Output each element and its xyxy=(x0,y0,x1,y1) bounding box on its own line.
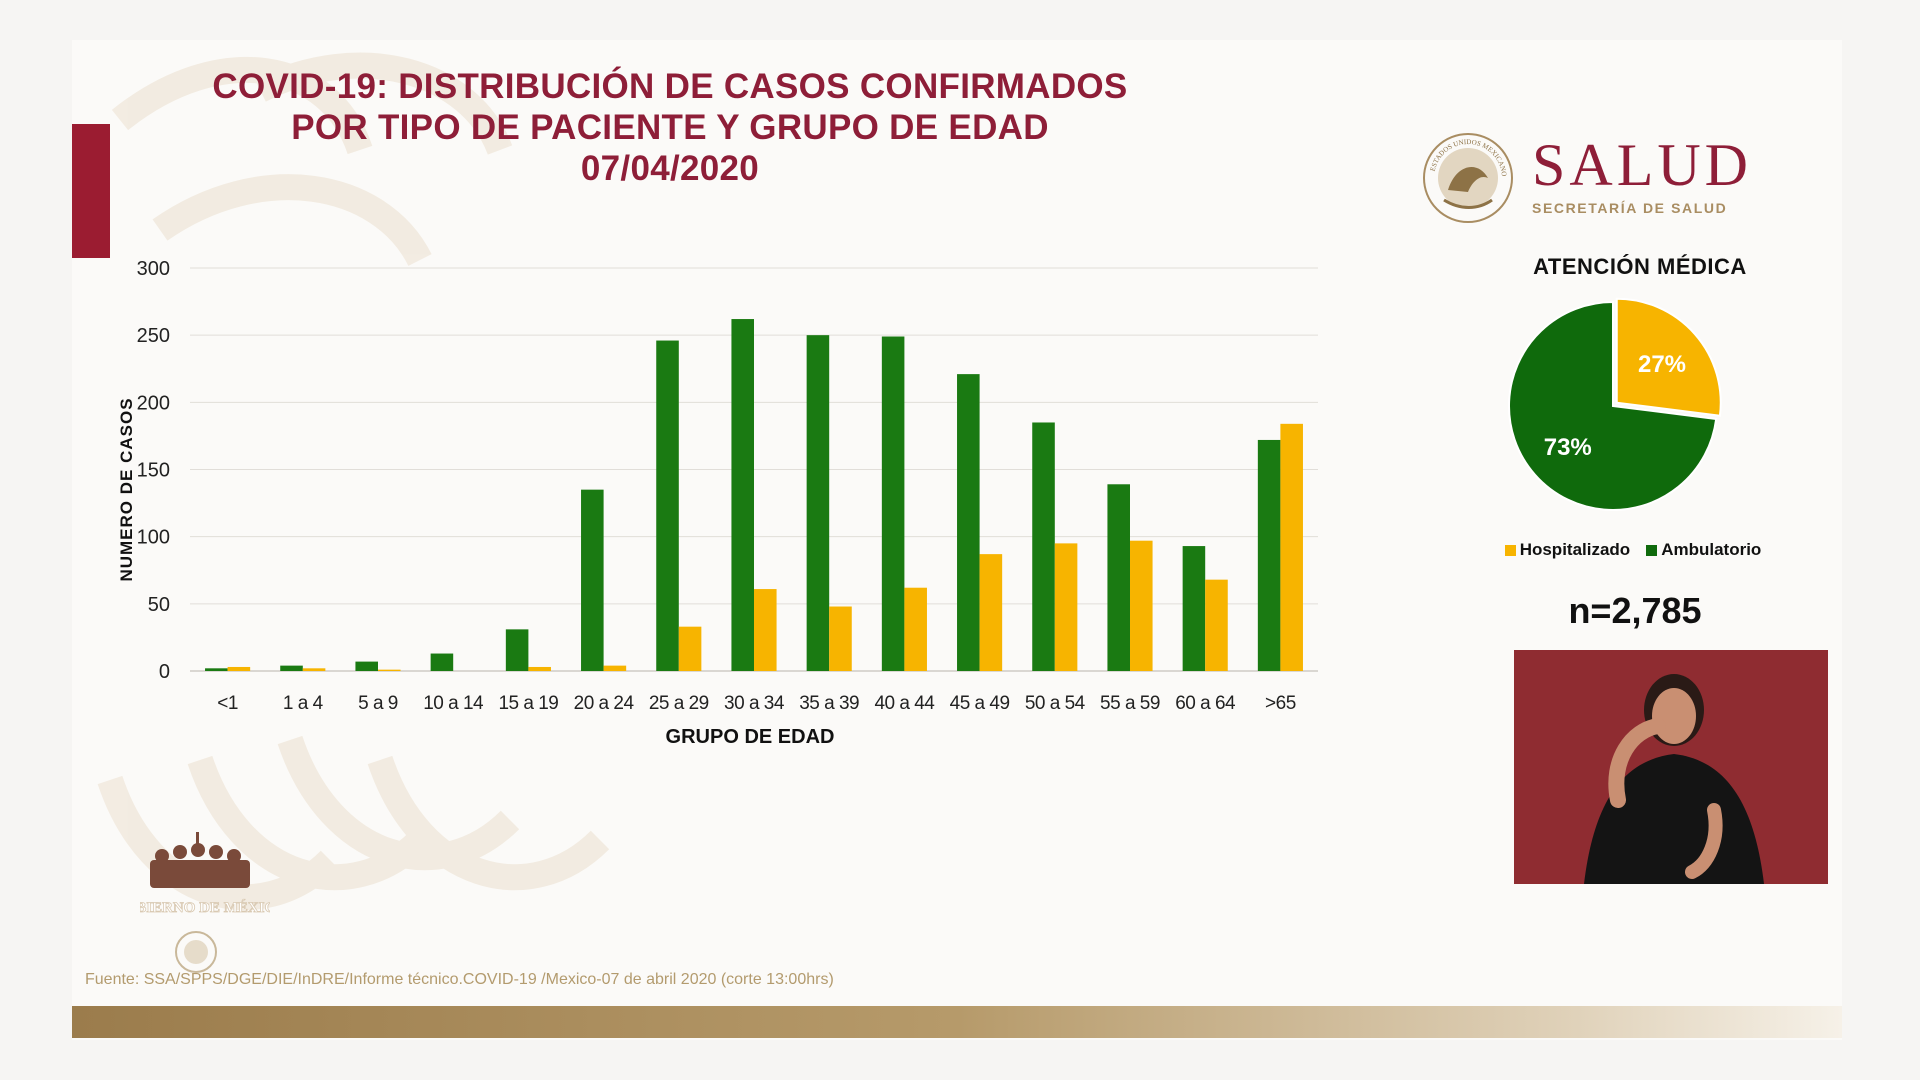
x-tick-label: 35 a 39 xyxy=(799,693,859,714)
x-tick-label: 10 a 14 xyxy=(423,693,484,714)
pie-slice-hospitalizado xyxy=(1615,297,1722,417)
legend-swatch-ambulatorio xyxy=(1646,544,1658,556)
bar-ambulatorio-5 xyxy=(581,489,604,671)
bar-ambulatorio-13 xyxy=(1182,546,1206,671)
bar-hospitalizado-1 xyxy=(302,668,326,671)
bar-hospitalizado-7 xyxy=(754,589,777,671)
bar-hospitalizado-4 xyxy=(528,666,551,671)
x-tick-label: 25 a 29 xyxy=(649,693,709,714)
bar-ambulatorio-14 xyxy=(1257,439,1281,671)
y-tick-label: 50 xyxy=(148,594,170,616)
x-tick-label: 30 a 34 xyxy=(724,693,785,714)
x-tick-label: 40 a 44 xyxy=(874,693,935,714)
sign-language-video xyxy=(1514,650,1828,884)
y-axis-title: NUMERO DE CASOS xyxy=(117,397,136,581)
bar-hospitalizado-2 xyxy=(378,669,401,671)
pie-title: ATENCIÓN MÉDICA xyxy=(1533,254,1747,279)
x-axis-title: GRUPO DE EDAD xyxy=(666,726,835,748)
bar-ambulatorio-1 xyxy=(280,665,303,671)
bar-hospitalizado-10 xyxy=(979,554,1003,671)
footer-gold-bar xyxy=(72,1006,1842,1038)
x-tick-label: 60 a 64 xyxy=(1175,693,1236,714)
title-line-3: 07/04/2020 xyxy=(580,149,760,188)
y-tick-label: 100 xyxy=(137,527,170,549)
legend-label-hospitalizado: Hospitalizado xyxy=(1519,540,1631,559)
salud-wordmark: SALUD xyxy=(1532,132,1753,198)
legend-swatch-hospitalizado xyxy=(1504,544,1516,556)
bar-hospitalizado-11 xyxy=(1054,543,1078,671)
source-note: Fuente: SSA/SPPS/DGE/DIE/InDRE/Informe t… xyxy=(85,971,834,988)
legend-label-ambulatorio: Ambulatorio xyxy=(1661,540,1762,559)
bar-ambulatorio-7 xyxy=(731,319,754,671)
x-tick-label: 45 a 49 xyxy=(950,693,1010,714)
bar-ambulatorio-2 xyxy=(355,661,378,671)
bar-ambulatorio-4 xyxy=(505,629,529,671)
bar-ambulatorio-0 xyxy=(205,668,228,671)
bar-ambulatorio-6 xyxy=(656,340,679,671)
bar-ambulatorio-11 xyxy=(1032,422,1055,671)
gobierno-logo: GOBIERNO DE MÉXICO xyxy=(113,830,287,980)
bar-hospitalizado-8 xyxy=(829,606,852,671)
brand-text: GOBIERNO DE MÉXICO xyxy=(140,899,270,916)
title-line-1: COVID-19: DISTRIBUCIÓN DE CASOS CONFIRMA… xyxy=(212,67,1128,106)
bar-ambulatorio-12 xyxy=(1107,484,1130,671)
y-tick-label: 150 xyxy=(137,460,170,482)
y-tick-label: 300 xyxy=(137,258,170,280)
bar-hospitalizado-5 xyxy=(603,665,627,671)
interpreter-figure xyxy=(1514,650,1828,884)
pie-legend: Hospitalizado Ambulatorio xyxy=(1468,540,1798,560)
bar-hospitalizado-6 xyxy=(678,626,702,671)
bar-hospitalizado-13 xyxy=(1205,579,1228,671)
x-tick-label: 20 a 24 xyxy=(574,693,635,714)
x-tick-label: 55 a 59 xyxy=(1100,693,1160,714)
pie-label-ambulatorio: 73% xyxy=(1544,434,1592,461)
bar-hospitalizado-9 xyxy=(904,587,927,671)
x-tick-label: 1 a 4 xyxy=(283,693,324,714)
y-tick-label: 250 xyxy=(137,325,170,347)
salud-subtitle: SECRETARÍA DE SALUD xyxy=(1532,200,1728,216)
chart-title: COVID-19: DISTRIBUCIÓN DE CASOS CONFIRMA… xyxy=(200,66,1140,189)
accent-bar xyxy=(72,124,110,258)
y-tick-label: 0 xyxy=(159,661,170,683)
bar-ambulatorio-3 xyxy=(430,653,454,671)
x-tick-label: 5 a 9 xyxy=(358,693,398,714)
bar-hospitalizado-14 xyxy=(1280,423,1303,671)
title-line-2: POR TIPO DE PACIENTE Y GRUPO DE EDAD xyxy=(291,108,1049,147)
pie-slice-ambulatorio xyxy=(1508,300,1718,511)
pie-label-hospitalizado: 27% xyxy=(1638,351,1686,378)
x-tick-label: 50 a 54 xyxy=(1025,693,1086,714)
heroes-emblem-icon: GOBIERNO DE MÉXICO xyxy=(113,832,287,973)
bar-ambulatorio-8 xyxy=(806,335,830,671)
x-tick-label: <1 xyxy=(217,693,238,714)
y-tick-label: 200 xyxy=(137,392,170,414)
legend-item-ambulatorio: Ambulatorio xyxy=(1646,540,1761,560)
bar-ambulatorio-10 xyxy=(957,374,980,671)
x-tick-label: >65 xyxy=(1265,693,1296,714)
x-tick-label: 15 a 19 xyxy=(498,693,558,714)
bar-hospitalizado-12 xyxy=(1130,540,1153,671)
bar-ambulatorio-9 xyxy=(881,336,905,671)
total-cases: n=2,785 xyxy=(1568,590,1702,631)
legend-item-hospitalizado: Hospitalizado xyxy=(1504,540,1631,560)
bar-hospitalizado-0 xyxy=(227,666,251,671)
